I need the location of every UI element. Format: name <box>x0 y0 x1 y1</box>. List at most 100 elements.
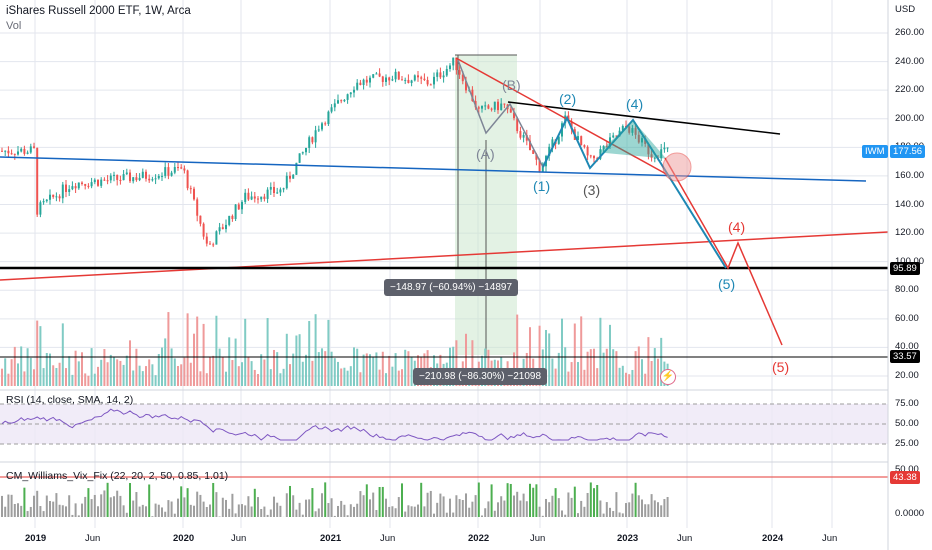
wave-abc-line[interactable] <box>457 59 544 168</box>
lightning-icon[interactable]: ⚡ <box>660 369 676 385</box>
vix-bar <box>525 501 528 517</box>
volume-label[interactable]: Vol <box>6 20 22 32</box>
candle-body <box>237 204 240 210</box>
measure-box-1[interactable]: −148.97 (−60.94%) −14897 <box>384 279 519 296</box>
vix-bar <box>36 490 39 517</box>
vix-bar <box>13 503 16 517</box>
vix-bar <box>205 506 208 517</box>
candle-body <box>177 167 179 169</box>
vix-bar <box>481 515 483 517</box>
candle-body <box>535 153 538 160</box>
candle-body <box>138 177 141 181</box>
candle-body <box>129 172 131 182</box>
volume-bar <box>65 368 67 386</box>
vix-bar <box>541 515 544 517</box>
red-downtrend-line[interactable] <box>455 57 669 176</box>
vix-bar <box>589 482 592 517</box>
volume-bar <box>269 369 272 386</box>
volume-bar <box>7 373 10 386</box>
vix-bar <box>644 504 647 517</box>
candle-body <box>215 231 218 245</box>
vix-bar <box>647 504 650 517</box>
vix-bar <box>196 491 199 517</box>
candle-body <box>445 69 448 76</box>
volume-bar <box>282 368 285 386</box>
vix-bar <box>378 487 381 517</box>
chart-title[interactable]: iShares Russell 2000 ETF, 1W, Arca <box>6 5 191 17</box>
volume-bar <box>234 338 237 386</box>
volume-bar <box>10 359 13 386</box>
volume-bar <box>180 364 183 386</box>
volume-bar <box>49 353 51 386</box>
volume-bar <box>557 352 560 386</box>
candle-body <box>666 147 669 149</box>
volume-bar <box>372 356 375 386</box>
vix-bar <box>477 482 480 517</box>
candle-body <box>372 74 375 78</box>
vix-fix-label[interactable]: CM_Williams_Vix_Fix (22, 20, 2, 50, 0.85… <box>6 470 229 482</box>
volume-bar <box>602 352 605 386</box>
candle-body <box>93 179 96 183</box>
candle-body <box>490 108 493 110</box>
candle-body <box>493 101 496 110</box>
vix-bar <box>618 512 621 517</box>
candle-body <box>538 159 541 172</box>
candle-body <box>401 79 403 81</box>
vix-bar <box>625 503 627 517</box>
wave-red-projection[interactable] <box>664 157 783 346</box>
candle-body <box>589 155 592 157</box>
black-resistance-line[interactable] <box>507 101 781 135</box>
candle-body <box>39 202 42 215</box>
vix-bar <box>330 498 333 517</box>
rsi-label[interactable]: RSI (14, close, SMA, 14, 2) <box>6 394 134 406</box>
vix-bar <box>145 506 147 517</box>
candle-body <box>161 175 163 177</box>
vix-bar <box>449 498 451 517</box>
vix-bar <box>356 503 359 517</box>
volume-bar <box>266 318 269 386</box>
volume-bar <box>321 348 323 386</box>
vix-bar <box>109 497 112 517</box>
vix-bar <box>26 511 29 517</box>
measure-box-2[interactable]: −210.98 (−86.30%) −21098 <box>413 368 548 385</box>
vix-bar <box>452 512 455 517</box>
volume-bar <box>570 362 573 386</box>
candle-body <box>593 155 595 159</box>
volume-bar <box>612 349 615 386</box>
vix-bar <box>225 499 227 517</box>
volume-bar <box>657 358 659 386</box>
candle-body <box>241 201 243 210</box>
vix-bar <box>573 486 576 517</box>
candle-body <box>282 188 285 190</box>
candle-body <box>225 224 227 230</box>
red-support-line[interactable] <box>0 231 889 281</box>
candle-body <box>410 80 413 83</box>
vix-bar <box>17 503 19 517</box>
blue-trendline[interactable] <box>0 156 867 182</box>
volume-bar <box>145 366 147 386</box>
vix-bar <box>1 495 3 517</box>
candle-body <box>90 182 93 187</box>
candle-body <box>234 204 237 220</box>
vix-bar <box>103 490 106 517</box>
volume-bar <box>237 366 240 386</box>
symbol-tag: IWM <box>862 145 888 158</box>
vix-bar <box>202 501 205 517</box>
vix-bar <box>4 506 7 517</box>
vix-bar <box>621 513 624 517</box>
volume-bar <box>135 348 138 386</box>
candle-body <box>660 149 663 159</box>
vix-bar <box>61 505 64 517</box>
vix-bar <box>97 506 99 517</box>
candle-body <box>141 171 144 178</box>
candle-body <box>97 179 99 186</box>
vix-bar <box>180 486 183 517</box>
vix-bar <box>535 484 538 517</box>
volume-bar <box>333 358 336 386</box>
candle-body <box>183 168 186 171</box>
volume-bar <box>74 350 77 386</box>
target-circle[interactable] <box>662 152 692 182</box>
vix-bar <box>100 494 103 517</box>
candle-body <box>324 123 327 125</box>
